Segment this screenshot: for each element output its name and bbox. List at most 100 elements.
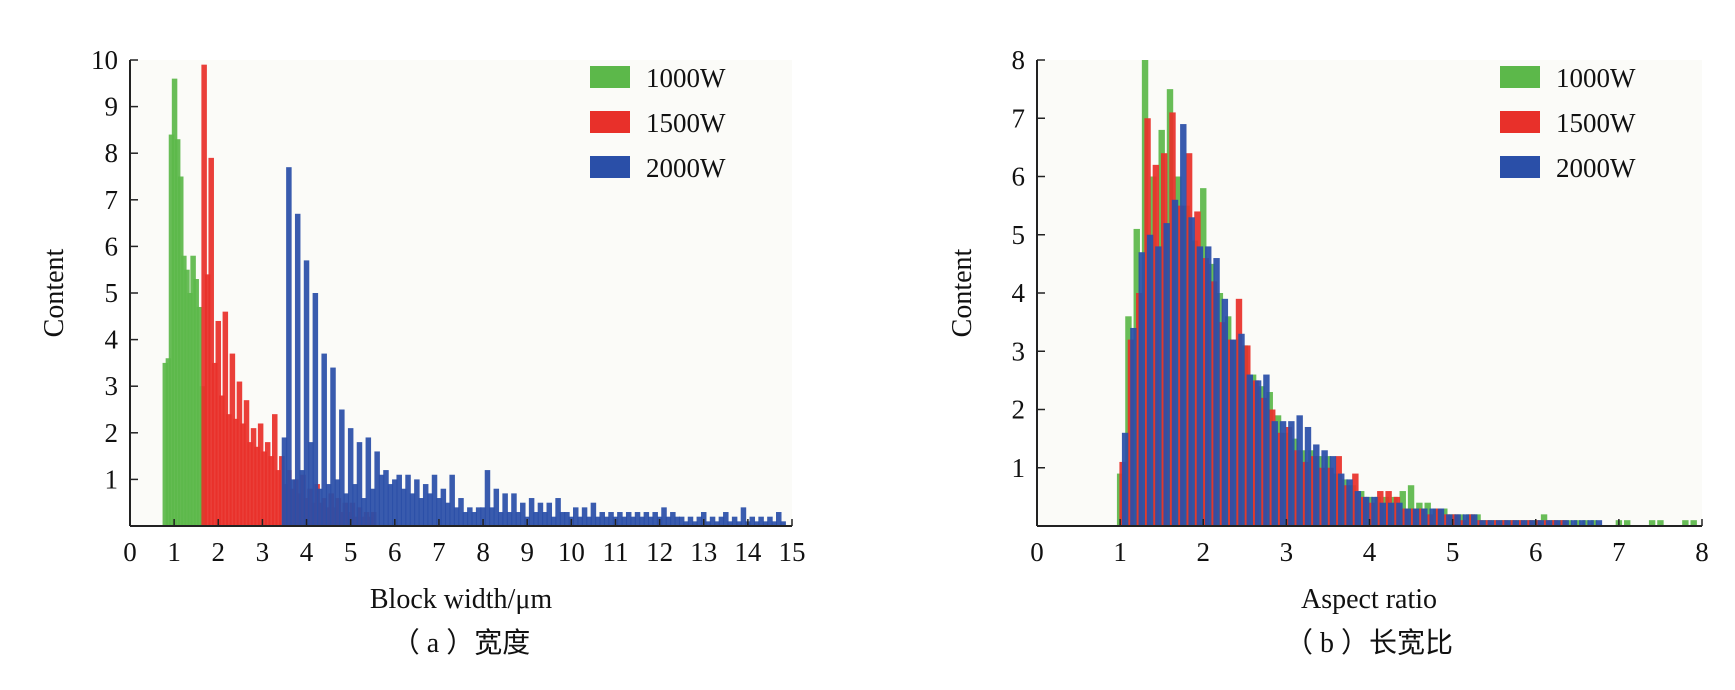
bar xyxy=(374,451,380,526)
bar xyxy=(193,279,199,526)
bar xyxy=(330,367,336,526)
bar xyxy=(533,512,539,526)
bar xyxy=(621,516,628,526)
panel-b: 0 1 2 3 4 5 6 7 8 1 2 3 4 5 6 7 8 Aspect ratio Content （… xyxy=(947,45,1709,659)
bar xyxy=(204,274,211,526)
ticks-b: 0 1 2 3 4 5 6 7 8 1 2 3 4 5 6 7 8 xyxy=(1012,45,1709,567)
bar xyxy=(222,311,229,526)
bar xyxy=(718,516,725,526)
bar xyxy=(537,502,544,526)
bar xyxy=(731,516,738,526)
bar xyxy=(418,498,425,526)
bar xyxy=(520,502,526,526)
bar xyxy=(440,488,447,526)
bar xyxy=(1529,520,1536,526)
bar xyxy=(687,516,694,526)
bar xyxy=(1412,508,1420,526)
bar xyxy=(181,255,187,526)
y-tick-label: 4 xyxy=(1012,278,1026,308)
bar xyxy=(1623,520,1631,526)
bar xyxy=(776,512,782,526)
bar xyxy=(1229,339,1237,526)
bar xyxy=(586,516,592,526)
bar xyxy=(1246,374,1253,526)
legend-swatch xyxy=(1500,156,1540,178)
bar xyxy=(196,306,203,526)
bar xyxy=(339,409,345,526)
bar xyxy=(343,493,349,526)
bar xyxy=(303,260,310,526)
bar xyxy=(422,484,429,526)
bar xyxy=(365,437,372,526)
bar xyxy=(409,493,416,526)
x-tick-label: 6 xyxy=(388,537,402,567)
bar xyxy=(1595,520,1603,526)
bar xyxy=(162,362,169,526)
bar xyxy=(1254,380,1262,527)
bar xyxy=(1562,520,1569,526)
bar xyxy=(286,167,292,526)
legend-swatch xyxy=(590,156,630,178)
bar xyxy=(312,293,319,526)
x-tick-label: 0 xyxy=(123,537,137,567)
bar xyxy=(1462,514,1470,526)
legend-label: 2000W xyxy=(1556,153,1636,183)
bar xyxy=(321,353,327,526)
bar xyxy=(392,479,398,526)
x-tick-label: 4 xyxy=(300,537,314,567)
bar xyxy=(678,516,685,526)
bar xyxy=(257,423,264,526)
bar xyxy=(511,493,517,526)
bar xyxy=(165,358,172,526)
bar xyxy=(462,512,469,526)
bar xyxy=(1205,246,1212,526)
y-tick-label: 9 xyxy=(105,92,119,122)
bar xyxy=(275,470,282,526)
bar xyxy=(294,213,301,526)
bar xyxy=(555,498,561,526)
bar xyxy=(1371,496,1378,527)
bar xyxy=(352,484,358,526)
bar xyxy=(546,502,553,526)
x-axis-title-a: Block width/μm xyxy=(370,584,552,615)
bar xyxy=(480,507,486,526)
bar xyxy=(215,320,222,526)
bar xyxy=(740,507,747,526)
bar xyxy=(577,516,583,526)
y-tick-label: 3 xyxy=(1012,336,1026,366)
x-tick-label: 8 xyxy=(1695,537,1709,567)
bar xyxy=(599,512,605,526)
bar xyxy=(1570,520,1578,526)
bar xyxy=(674,516,680,526)
bar xyxy=(208,157,214,527)
legend-swatch xyxy=(1500,66,1540,88)
bar xyxy=(1537,520,1544,526)
bar xyxy=(1138,252,1145,526)
bar xyxy=(617,512,623,526)
legend-swatch xyxy=(590,66,630,88)
x-tick-label: 3 xyxy=(1280,537,1294,567)
bar xyxy=(727,521,733,526)
bar xyxy=(471,512,477,526)
bar xyxy=(396,474,402,526)
bar xyxy=(1471,514,1478,526)
x-tick-label: 3 xyxy=(256,537,270,567)
x-tick-label: 7 xyxy=(432,537,446,567)
bar xyxy=(219,395,225,526)
bar xyxy=(1171,199,1179,527)
bar xyxy=(201,64,207,526)
bar xyxy=(427,493,433,526)
bar xyxy=(254,446,260,526)
bar xyxy=(268,456,274,526)
bar xyxy=(661,507,667,526)
x-tick-label: 15 xyxy=(779,537,806,567)
bar xyxy=(630,516,636,526)
bar xyxy=(178,176,184,526)
bar xyxy=(1121,432,1129,526)
legend-swatch xyxy=(590,111,630,133)
bar xyxy=(705,521,711,526)
bar xyxy=(453,507,460,526)
bar xyxy=(1296,415,1303,526)
legend-label: 1500W xyxy=(1556,108,1636,138)
